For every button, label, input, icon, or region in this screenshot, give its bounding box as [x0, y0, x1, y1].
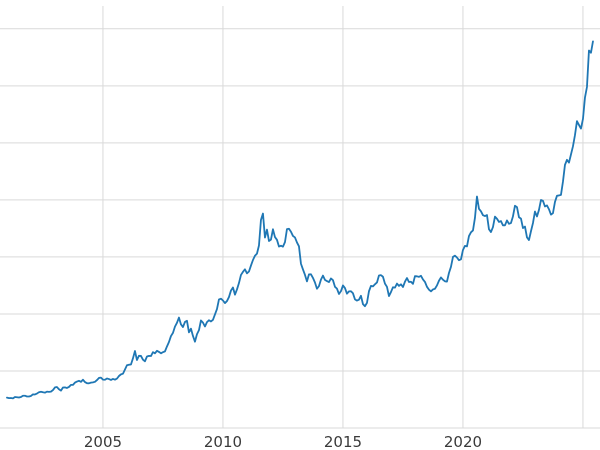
price-line-series [6, 40, 594, 400]
x-tick-label-2020: 2020 [444, 433, 482, 450]
x-tick-label-2005: 2005 [84, 433, 122, 450]
x-tick-label-2010: 2010 [204, 433, 242, 450]
x-tick-label-2015: 2015 [324, 433, 362, 450]
